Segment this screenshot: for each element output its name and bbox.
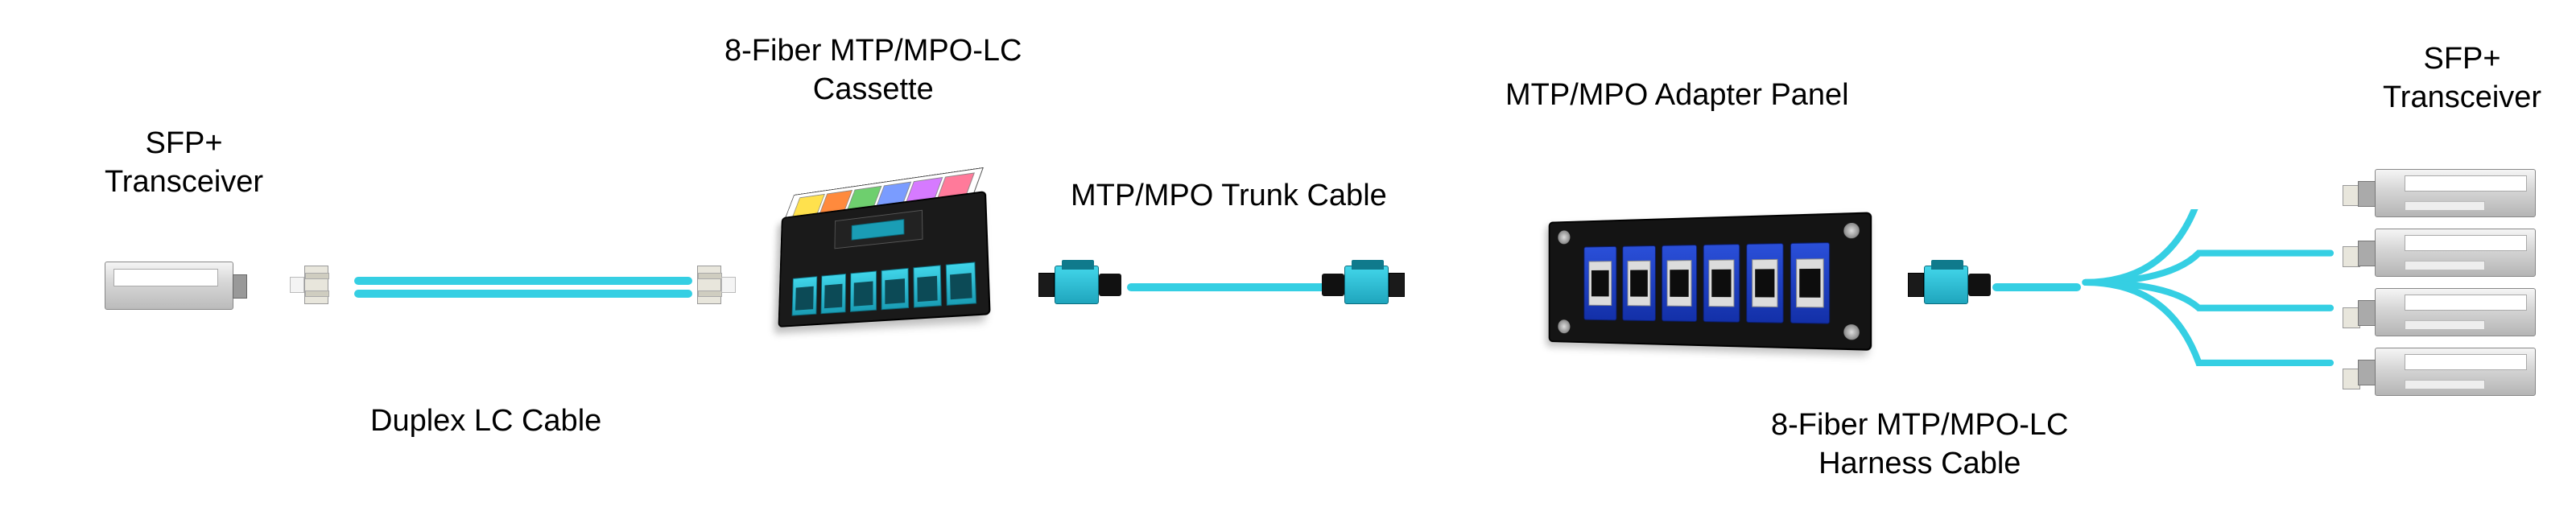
harness-fanout: [2069, 209, 2351, 370]
sfp-transceiver-4: [2375, 348, 2536, 396]
mtp-connector-trunk-left: [1055, 266, 1111, 310]
mtp-trunk-cable: [1127, 283, 1336, 291]
harness-trunk-segment: [1992, 283, 2081, 291]
label-sfp-right: SFP+ Transceiver: [2383, 40, 2541, 117]
mtp-connector-harness: [1924, 266, 1980, 310]
label-trunk: MTP/MPO Trunk Cable: [1071, 177, 1387, 216]
sfp-transceiver-1: [2375, 169, 2536, 217]
label-sfp-left: SFP+ Transceiver: [105, 125, 263, 201]
mtp-adapter-panel: [1549, 212, 1872, 359]
duplex-lc-cable-top: [354, 277, 692, 285]
mtp-connector-trunk-right: [1344, 266, 1401, 310]
mtp-lc-cassette: [777, 191, 993, 366]
sfp-transceiver-stack: [2375, 169, 2536, 407]
label-duplex-lc: Duplex LC Cable: [370, 402, 601, 441]
lc-connector-left: [304, 266, 345, 306]
label-cassette: 8-Fiber MTP/MPO-LC Cassette: [724, 32, 1022, 109]
duplex-lc-cable-bottom: [354, 290, 692, 298]
sfp-transceiver-left: [105, 262, 233, 318]
sfp-transceiver-3: [2375, 288, 2536, 336]
lc-connector-right: [697, 266, 737, 306]
sfp-transceiver-2: [2375, 229, 2536, 277]
label-adapter-panel: MTP/MPO Adapter Panel: [1505, 76, 1849, 115]
label-harness: 8-Fiber MTP/MPO-LC Harness Cable: [1771, 406, 2068, 483]
